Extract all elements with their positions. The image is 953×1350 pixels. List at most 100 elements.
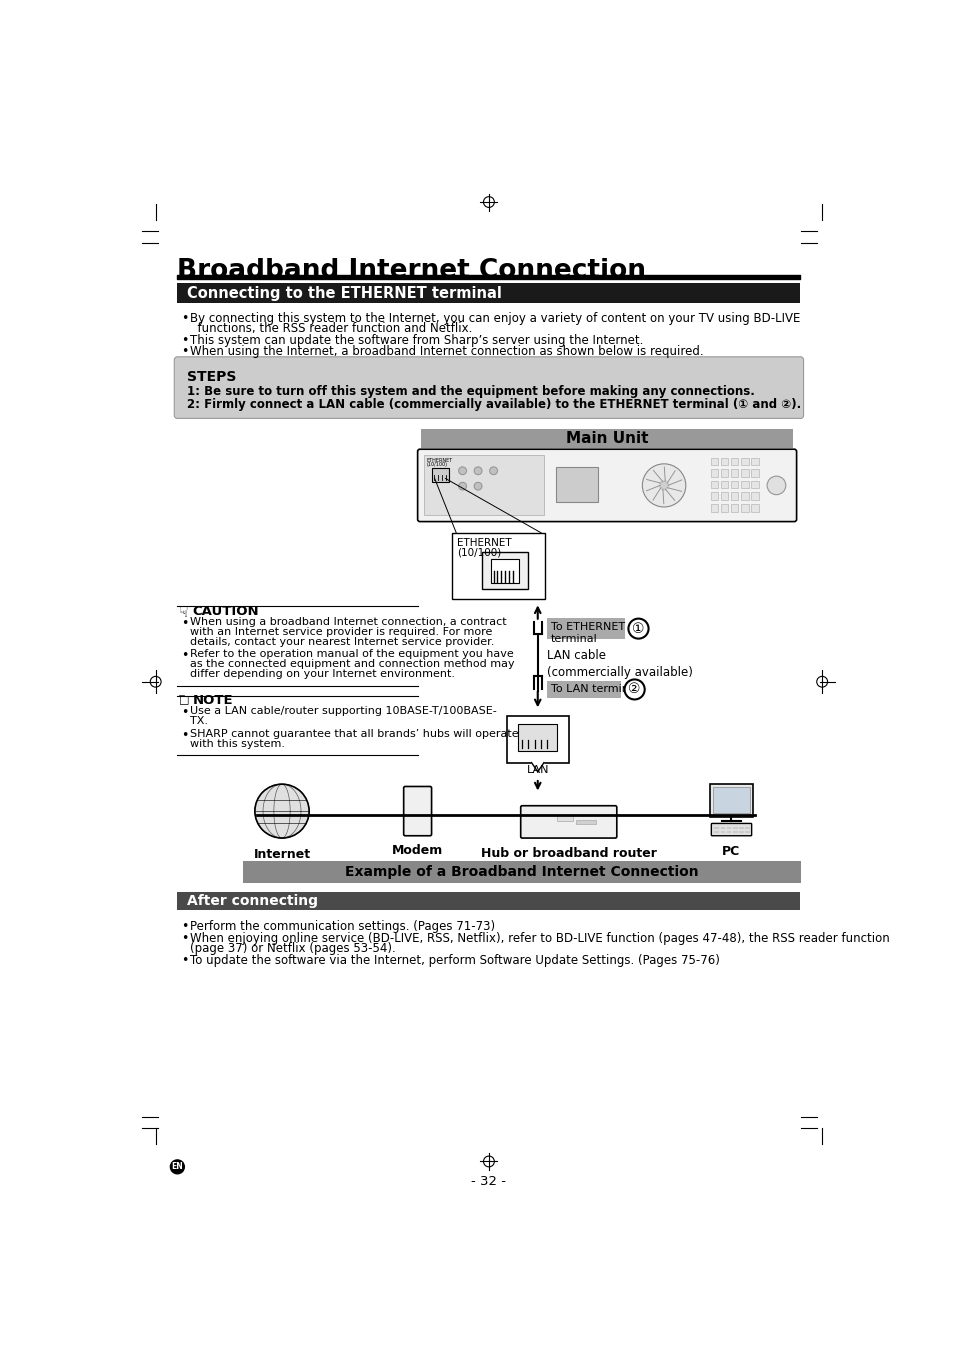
Bar	[557, 815, 572, 821]
Text: Use a LAN cable/router supporting 10BASE-T/100BASE-: Use a LAN cable/router supporting 10BASE…	[190, 706, 496, 717]
Bar	[712, 787, 749, 814]
Bar	[710, 493, 718, 500]
Text: Hub or broadband router: Hub or broadband router	[480, 846, 656, 860]
Text: Modem: Modem	[392, 844, 443, 857]
Text: (page 37) or Netflix (pages 53-54).: (page 37) or Netflix (pages 53-54).	[190, 942, 395, 954]
Bar	[740, 458, 748, 466]
Text: •: •	[181, 312, 189, 325]
Text: •: •	[181, 729, 189, 741]
Bar	[750, 504, 758, 512]
Text: After connecting: After connecting	[187, 894, 317, 909]
Bar	[243, 861, 801, 883]
Text: (10/100): (10/100)	[426, 462, 447, 467]
Text: •: •	[181, 954, 189, 968]
Bar	[750, 493, 758, 500]
Bar	[750, 481, 758, 489]
Text: When using a broadband Internet connection, a contract: When using a broadband Internet connecti…	[190, 617, 506, 626]
Text: NOTE: NOTE	[193, 694, 233, 707]
Text: •: •	[181, 346, 189, 358]
Bar	[720, 828, 724, 829]
FancyBboxPatch shape	[174, 356, 802, 418]
Text: Example of a Broadband Internet Connection: Example of a Broadband Internet Connecti…	[345, 865, 699, 879]
Circle shape	[171, 1160, 184, 1173]
Bar	[710, 470, 718, 477]
Circle shape	[474, 482, 481, 490]
Text: When using the Internet, a broadband Internet connection as shown below is requi: When using the Internet, a broadband Int…	[190, 346, 702, 358]
Text: ETHERNET: ETHERNET	[456, 537, 511, 548]
Bar	[517, 724, 557, 751]
Bar	[744, 828, 749, 829]
Bar	[710, 458, 718, 466]
Text: □: □	[179, 694, 190, 705]
Bar	[421, 429, 793, 448]
FancyBboxPatch shape	[403, 787, 431, 836]
Bar	[714, 830, 719, 833]
Bar	[740, 504, 748, 512]
Bar	[491, 559, 518, 583]
Text: Connecting to the ETHERNET terminal: Connecting to the ETHERNET terminal	[187, 286, 501, 301]
Text: TX.: TX.	[190, 717, 208, 726]
Bar	[576, 819, 596, 825]
Bar	[739, 828, 743, 829]
Text: •: •	[181, 919, 189, 933]
Text: Broadband Internet Connection: Broadband Internet Connection	[177, 258, 646, 285]
Text: 1: Be sure to turn off this system and the equipment before making any connectio: 1: Be sure to turn off this system and t…	[187, 385, 755, 397]
Bar	[710, 481, 718, 489]
Text: 2: Firmly connect a LAN cable (commercially available) to the ETHERNET terminal : 2: Firmly connect a LAN cable (commercia…	[187, 398, 801, 410]
Bar	[750, 470, 758, 477]
Text: Refer to the operation manual of the equipment you have: Refer to the operation manual of the equ…	[190, 649, 513, 659]
Text: To LAN terminal: To LAN terminal	[550, 684, 639, 694]
Text: By connecting this system to the Internet, you can enjoy a variety of content on: By connecting this system to the Interne…	[190, 312, 800, 325]
Bar	[720, 458, 728, 466]
Text: functions, the RSS reader function and Netflix.: functions, the RSS reader function and N…	[190, 323, 472, 335]
Text: LAN: LAN	[526, 765, 548, 775]
Text: When enjoying online service (BD-LIVE, RSS, Netflix), refer to BD-LIVE function : When enjoying online service (BD-LIVE, R…	[190, 931, 888, 945]
Text: PC: PC	[721, 845, 740, 859]
Text: ②: ②	[628, 683, 640, 697]
Bar	[744, 830, 749, 833]
Bar	[732, 828, 737, 829]
Circle shape	[254, 784, 309, 838]
Bar	[726, 830, 731, 833]
Text: ETHERNET: ETHERNET	[426, 458, 452, 463]
Bar	[726, 828, 731, 829]
Text: EN: EN	[172, 1162, 183, 1172]
Circle shape	[458, 482, 466, 490]
Bar	[710, 504, 718, 512]
Bar	[546, 680, 620, 698]
Bar	[423, 455, 543, 516]
Circle shape	[766, 477, 785, 494]
Bar	[720, 504, 728, 512]
Text: details, contact your nearest Internet service provider.: details, contact your nearest Internet s…	[190, 637, 494, 647]
Text: Main Unit: Main Unit	[566, 431, 648, 446]
Text: with this system.: with this system.	[190, 738, 285, 749]
Bar	[452, 533, 545, 598]
Text: - 32 -: - 32 -	[471, 1174, 506, 1188]
Bar	[740, 470, 748, 477]
Text: This system can update the software from Sharp’s server using the Internet.: This system can update the software from…	[190, 333, 642, 347]
Text: (10/100): (10/100)	[456, 547, 501, 558]
Bar	[730, 470, 738, 477]
Bar	[730, 504, 738, 512]
Bar	[720, 493, 728, 500]
Bar	[740, 481, 748, 489]
Bar	[720, 481, 728, 489]
Text: Perform the communication settings. (Pages 71-73): Perform the communication settings. (Pag…	[190, 919, 495, 933]
Text: To ETHERNET
terminal: To ETHERNET terminal	[550, 622, 624, 644]
FancyBboxPatch shape	[520, 806, 617, 838]
Bar	[720, 470, 728, 477]
Text: STEPS: STEPS	[187, 370, 236, 383]
Text: To update the software via the Internet, perform Software Update Settings. (Page: To update the software via the Internet,…	[190, 954, 719, 968]
Circle shape	[628, 618, 648, 639]
Bar	[709, 784, 753, 817]
Text: •: •	[181, 617, 189, 630]
Bar	[546, 618, 624, 640]
Bar	[720, 830, 724, 833]
Text: LAN cable
(commercially available): LAN cable (commercially available)	[546, 648, 692, 679]
Bar	[431, 468, 448, 482]
FancyBboxPatch shape	[417, 450, 796, 521]
Bar	[506, 717, 568, 763]
Bar	[740, 493, 748, 500]
Bar	[730, 458, 738, 466]
Text: Internet: Internet	[253, 848, 311, 861]
